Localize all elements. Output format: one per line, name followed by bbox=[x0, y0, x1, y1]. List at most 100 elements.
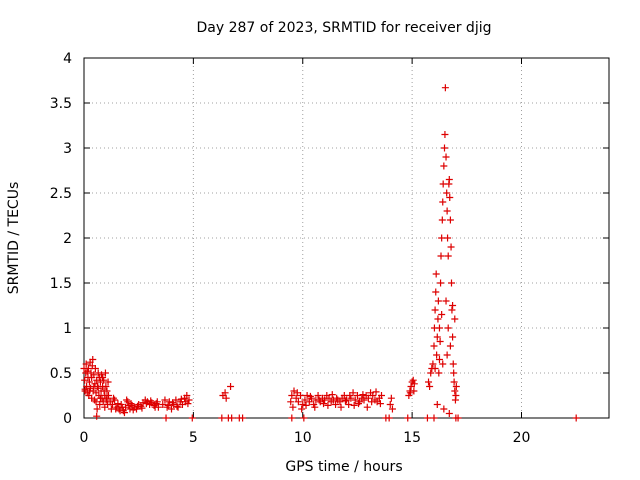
data-point bbox=[120, 409, 128, 417]
data-point bbox=[350, 401, 358, 409]
data-point bbox=[452, 383, 460, 390]
y-tick-label: 0 bbox=[63, 411, 72, 427]
grid-lines bbox=[84, 58, 609, 418]
data-point bbox=[409, 376, 417, 384]
data-point bbox=[96, 394, 104, 402]
data-point bbox=[294, 398, 302, 406]
data-point bbox=[85, 387, 93, 395]
data-point bbox=[239, 414, 247, 422]
plot-frame bbox=[83, 57, 610, 419]
data-point bbox=[134, 402, 142, 410]
data-point bbox=[81, 385, 89, 393]
data-point bbox=[359, 391, 367, 399]
y-tick-label: 4 bbox=[63, 51, 72, 67]
data-point bbox=[103, 394, 111, 402]
data-point bbox=[439, 360, 447, 368]
data-point bbox=[435, 356, 443, 363]
data-point bbox=[404, 414, 412, 422]
data-point bbox=[103, 387, 111, 395]
data-point bbox=[110, 394, 118, 402]
data-point bbox=[423, 414, 431, 422]
data-point bbox=[314, 392, 322, 399]
data-point bbox=[142, 400, 150, 408]
data-point bbox=[433, 333, 441, 341]
data-point bbox=[427, 369, 435, 377]
x-tick-label: 15 bbox=[403, 430, 421, 446]
data-point bbox=[372, 388, 380, 396]
data-point bbox=[173, 402, 181, 410]
data-point bbox=[429, 360, 437, 368]
data-point bbox=[451, 315, 459, 323]
data-point bbox=[441, 84, 449, 92]
data-point bbox=[355, 400, 363, 408]
data-point bbox=[444, 252, 452, 260]
data-point bbox=[138, 404, 146, 412]
data-point bbox=[302, 401, 310, 409]
data-point bbox=[450, 378, 458, 386]
data-point bbox=[102, 383, 110, 390]
data-point bbox=[177, 395, 185, 403]
tick-labels: 0 5 10 15 20 0 0.5 1 1.5 2 2.5 3 3.5 4 bbox=[50, 51, 531, 446]
data-point bbox=[345, 401, 353, 408]
y-tick-label: 2 bbox=[63, 231, 72, 247]
data-point bbox=[438, 216, 446, 224]
data-point bbox=[363, 403, 371, 411]
data-point bbox=[386, 401, 394, 408]
data-point bbox=[306, 392, 314, 400]
data-point bbox=[442, 153, 450, 161]
axis-ticks bbox=[83, 57, 609, 419]
data-point bbox=[435, 369, 443, 377]
data-point bbox=[165, 398, 173, 406]
y-tick-label: 1 bbox=[63, 321, 72, 337]
data-point bbox=[168, 405, 175, 413]
y-tick-label: 0.5 bbox=[50, 366, 72, 382]
data-point bbox=[164, 401, 172, 409]
data-point bbox=[388, 405, 396, 413]
data-point bbox=[151, 403, 159, 411]
data-point bbox=[300, 414, 308, 422]
data-point bbox=[444, 324, 452, 332]
data-point bbox=[431, 306, 439, 314]
data-point bbox=[174, 403, 182, 411]
data-point bbox=[127, 400, 135, 408]
data-point bbox=[228, 414, 236, 422]
data-point bbox=[123, 396, 131, 404]
data-point bbox=[449, 333, 457, 341]
data-point bbox=[454, 414, 462, 422]
data-point bbox=[91, 365, 99, 372]
data-point bbox=[439, 198, 447, 206]
y-tick-label: 2.5 bbox=[50, 186, 72, 202]
data-point bbox=[184, 400, 192, 408]
data-point bbox=[440, 162, 448, 170]
data-point bbox=[425, 378, 433, 386]
data-point bbox=[446, 194, 454, 201]
data-point bbox=[369, 392, 377, 399]
data-point bbox=[376, 400, 384, 408]
data-point bbox=[301, 396, 309, 404]
data-point bbox=[183, 392, 191, 399]
data-point bbox=[118, 403, 126, 411]
data-point bbox=[188, 414, 196, 422]
data-point bbox=[289, 403, 297, 411]
data-point bbox=[450, 369, 458, 377]
data-point bbox=[147, 397, 155, 405]
data-point bbox=[433, 351, 441, 359]
data-point bbox=[430, 414, 438, 422]
data-point bbox=[101, 403, 109, 411]
data-point bbox=[94, 384, 102, 392]
data-point bbox=[288, 392, 296, 399]
data-point bbox=[406, 389, 414, 397]
data-point bbox=[440, 405, 448, 413]
data-point bbox=[88, 374, 96, 381]
data-point bbox=[442, 297, 450, 305]
data-point bbox=[101, 369, 109, 377]
data-point bbox=[336, 398, 344, 406]
data-point bbox=[93, 412, 101, 420]
data-point bbox=[159, 401, 167, 408]
data-point bbox=[288, 414, 296, 422]
data-point bbox=[298, 405, 306, 413]
data-point bbox=[385, 414, 393, 422]
data-point bbox=[438, 311, 446, 318]
y-axis-label: SRMTID / TECUs bbox=[6, 182, 22, 295]
data-point bbox=[448, 306, 456, 314]
